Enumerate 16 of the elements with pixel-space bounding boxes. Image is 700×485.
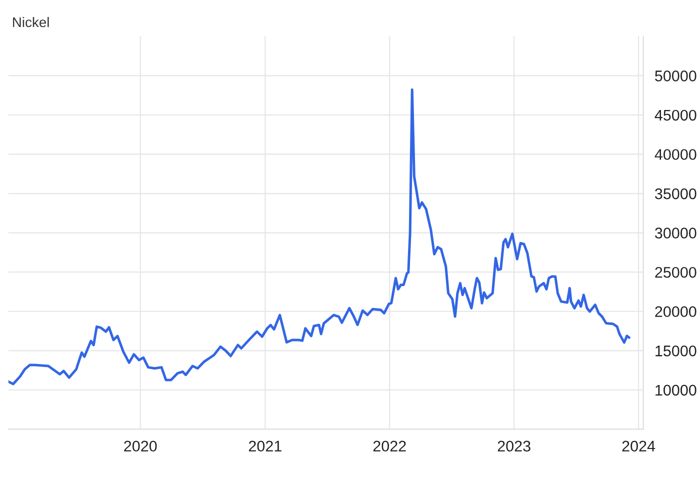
x-tick-label: 2020 — [124, 440, 157, 452]
y-tick-label: 40000 — [654, 149, 696, 160]
y-tick-label: 30000 — [654, 228, 696, 238]
y-tick-label: 25000 — [655, 266, 696, 278]
x-tick-label: 2022 — [373, 440, 406, 452]
line-series — [8, 88, 630, 386]
y-tick-label: 15000 — [656, 346, 696, 356]
y-tick-label: 50000 — [655, 70, 696, 82]
y-tick-label: 20000 — [655, 306, 696, 318]
x-tick-label: 2021 — [248, 440, 282, 452]
y-tick-label: 35000 — [654, 188, 696, 200]
y-tick-label: 45000 — [654, 110, 696, 121]
chart-title: Nickel — [13, 16, 49, 28]
y-tick-label: 10000 — [656, 384, 696, 396]
x-tick-label: 2024 — [622, 440, 656, 452]
x-tick-label: 2023 — [498, 440, 530, 452]
